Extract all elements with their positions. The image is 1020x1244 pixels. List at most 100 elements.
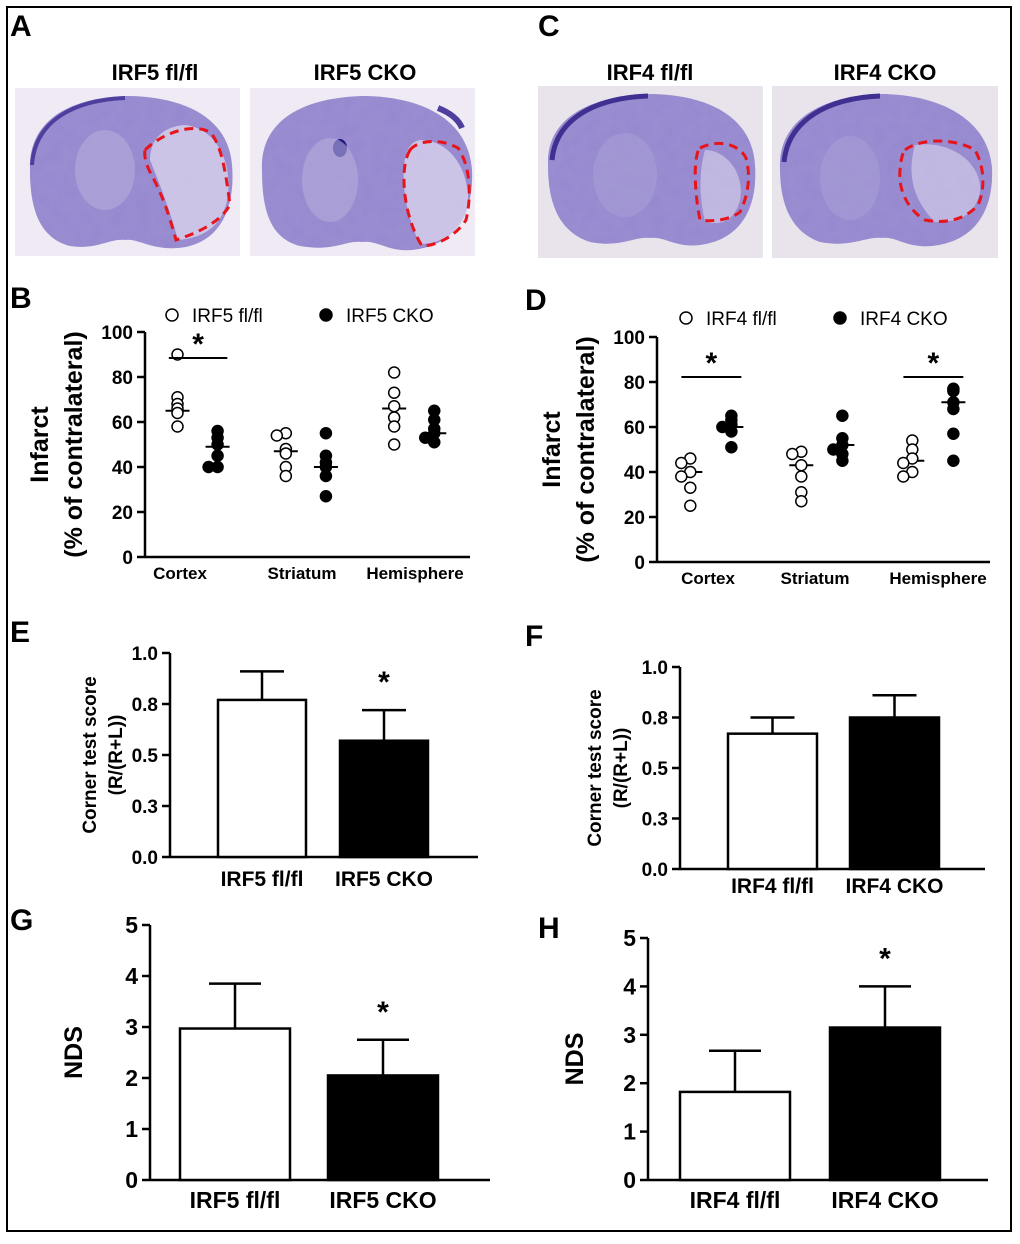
brain-section-irf4-flfl [538, 86, 763, 258]
panel-letter-d: D [525, 284, 547, 317]
x-category-label: Striatum [268, 564, 337, 583]
y-tick-label: 0.5 [642, 759, 669, 780]
infarct-outline-irf5-flfl [143, 127, 232, 242]
data-point [725, 425, 738, 438]
x-category-label: IRF5 CKO [329, 1187, 436, 1213]
chart-e: 0.0 0.3 0.5 0.8 1.0 Corner test score (R/(R+L)… [80, 644, 478, 891]
infarct-outline-irf4-flfl [693, 141, 750, 223]
bar-irf4-cko [848, 716, 941, 871]
significance-star: * [378, 666, 390, 699]
y-tick-label: 1 [623, 1119, 636, 1145]
panel-a: A IRF5 fl/fl IRF5 CKO [10, 10, 475, 256]
data-point [675, 470, 688, 483]
panel-letter-b: B [10, 282, 32, 315]
bar-irf4-fl-fl [678, 1090, 792, 1182]
data-point [684, 481, 697, 494]
chart-f: 0.0 0.3 0.5 0.8 1.0 Corner test score (R/(R+L)… [585, 658, 985, 898]
brain-label-irf4-flfl: IRF4 fl/fl [607, 60, 694, 85]
x-category-label: IRF5 fl/fl [190, 1187, 281, 1213]
y-tick-label: 3 [623, 1022, 636, 1048]
brain-section-irf5-flfl [15, 88, 240, 256]
legend-marker [679, 311, 693, 325]
y-tick-label: 0.3 [132, 797, 158, 818]
data-point [171, 406, 184, 420]
y-tick-label: 0.0 [642, 860, 668, 881]
data-point [684, 499, 697, 512]
y-tick-label: 4 [125, 963, 138, 989]
y-tick-label: 0.0 [132, 848, 158, 869]
x-category-label: IRF5 fl/fl [221, 868, 304, 891]
data-point [836, 409, 849, 422]
y-tick-label: 1.0 [132, 644, 158, 665]
data-point [428, 436, 441, 449]
x-category-label: IRF4 fl/fl [731, 875, 814, 898]
y-tick-label: 2 [125, 1065, 138, 1091]
data-point [795, 470, 808, 483]
y-axis-title-2: (% of contralateral) [60, 331, 88, 557]
legend-label: IRF5 CKO [346, 306, 434, 327]
legend-label: IRF5 fl/fl [192, 306, 263, 327]
x-category-label: Cortex [681, 569, 735, 588]
x-category-label: IRF4 fl/fl [690, 1187, 781, 1213]
legend-label: IRF4 fl/fl [706, 309, 777, 330]
panel-letter-g: G [10, 904, 33, 937]
brain-section-irf5-cko [250, 88, 475, 256]
data-point [897, 470, 910, 483]
data-point [795, 495, 808, 508]
data-point [947, 454, 960, 467]
data-point [387, 366, 401, 379]
legend-marker [165, 308, 179, 322]
y-tick-label: 0 [623, 1167, 636, 1193]
x-category-label: Striatum [781, 569, 850, 588]
y-tick-label: 5 [125, 912, 138, 938]
y-axis-title: NDS [561, 1033, 589, 1086]
y-axis-title: Corner test score [80, 676, 101, 833]
y-tick-label: 5 [623, 925, 636, 951]
data-point [202, 460, 215, 474]
figure-border [6, 6, 1012, 1232]
chart-b: 0 20 40 60 80 100 Infarct (% of contralateral) I… [26, 306, 470, 583]
data-point [675, 456, 688, 470]
panel-c: C IRF4 fl/fl IRF4 CKO [538, 10, 998, 258]
y-tick-label: 40 [624, 463, 645, 484]
data-point [786, 447, 799, 461]
panel-letter-h: H [538, 912, 560, 945]
y-tick-label: 40 [112, 458, 133, 479]
y-axis-title: Infarct [538, 411, 566, 488]
y-tick-label: 3 [125, 1014, 138, 1040]
y-tick-label: 0.8 [642, 709, 668, 730]
y-tick-label: 0.5 [132, 746, 159, 767]
data-point [897, 456, 910, 470]
data-point [279, 447, 293, 460]
data-point [725, 441, 738, 454]
panel-letter-e: E [10, 616, 30, 649]
brain-label-irf5-cko: IRF5 CKO [314, 60, 417, 85]
data-point [171, 420, 184, 433]
legend-marker [319, 308, 333, 322]
y-tick-label: 0.3 [642, 810, 668, 831]
y-axis-title-2: (% of contralateral) [572, 336, 600, 562]
x-category-label: IRF4 CKO [845, 875, 943, 898]
y-tick-label: 0.8 [132, 695, 158, 716]
y-tick-label: 0 [122, 548, 133, 569]
chart-d: 0 20 40 60 80 100 Infarct (% of contralateral) I… [538, 309, 990, 588]
data-point [387, 420, 401, 433]
data-point [319, 469, 333, 483]
infarct-outline-irf4-cko [898, 139, 985, 223]
y-axis-title: Infarct [26, 406, 54, 483]
bar-irf5-fl-fl [216, 698, 308, 859]
panel-letter-a: A [10, 10, 32, 43]
y-tick-label: 2 [623, 1070, 636, 1096]
panel-letter-f: F [525, 620, 543, 653]
data-point [387, 386, 401, 399]
y-tick-label: 1.0 [642, 658, 668, 679]
y-axis-title-2: (R/(R+L)) [106, 715, 127, 796]
y-tick-label: 0 [125, 1167, 138, 1193]
significance-star: * [928, 347, 940, 380]
bar-irf4-fl-fl [726, 732, 819, 871]
y-tick-label: 60 [112, 413, 133, 434]
y-tick-label: 4 [623, 973, 636, 999]
